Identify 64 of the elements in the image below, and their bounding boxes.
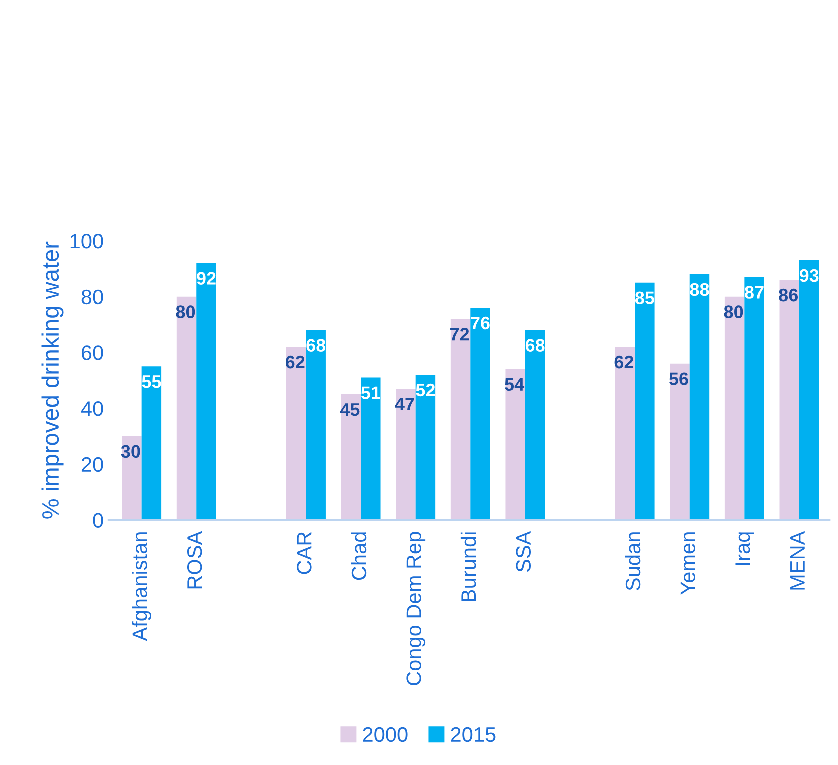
data-label: 30	[121, 445, 140, 458]
bar	[799, 260, 820, 520]
data-label: 80	[724, 306, 744, 318]
bar	[341, 394, 362, 520]
bar	[196, 263, 216, 520]
data-label: 55	[142, 376, 162, 388]
data-label: 88	[690, 283, 710, 296]
bar	[724, 296, 745, 520]
data-label: 52	[416, 384, 436, 397]
y-tick-label: 100	[70, 234, 104, 249]
bar	[142, 366, 162, 520]
bar	[744, 277, 764, 520]
x-tick-label: MENA	[790, 531, 805, 590]
data-label: 56	[670, 372, 688, 386]
data-label: 87	[745, 286, 764, 299]
x-tick-label: ROSA	[187, 531, 202, 589]
data-label: 85	[635, 292, 654, 304]
data-label: 68	[526, 339, 545, 352]
data-label: 45	[340, 404, 360, 416]
x-tick-label: Iraq	[736, 532, 754, 566]
bar	[306, 330, 326, 520]
y-axis-title: % improved drinking water	[42, 242, 64, 519]
data-label: 86	[779, 288, 798, 302]
x-tick-label: Chad	[351, 532, 367, 580]
bar	[396, 388, 416, 520]
data-label: 93	[800, 269, 819, 282]
data-label: 47	[395, 398, 414, 410]
x-tick-label: Sudan	[625, 532, 641, 591]
y-tick-label: 40	[81, 402, 104, 416]
y-tick-label: 80	[82, 290, 104, 305]
bar	[416, 375, 436, 520]
bar	[690, 274, 710, 520]
bar	[506, 369, 526, 520]
data-label: 54	[505, 378, 525, 392]
data-label: 92	[197, 272, 216, 285]
bar	[450, 319, 471, 520]
bar	[176, 296, 197, 520]
y-tick-label: 60	[82, 346, 104, 360]
data-label: 80	[176, 306, 196, 318]
data-label: 51	[361, 386, 380, 400]
bar	[525, 330, 546, 520]
legend-label: 2015	[451, 727, 496, 742]
bar	[780, 280, 800, 520]
data-label: 62	[614, 356, 634, 369]
x-tick-label: Yemen	[680, 532, 696, 595]
bar	[615, 347, 636, 520]
y-tick-label: 0	[93, 513, 104, 528]
bar	[635, 282, 655, 520]
y-tick-label: 20	[82, 457, 104, 472]
bar	[470, 308, 490, 520]
x-tick-label: SSA	[516, 531, 532, 572]
bar	[361, 378, 381, 520]
x-tick-label: CAR	[297, 532, 312, 574]
x-tick-label: Burundi	[460, 532, 476, 602]
x-tick-label: Afghanistan	[132, 532, 152, 642]
data-label: 72	[450, 328, 470, 341]
data-label: 68	[306, 339, 326, 352]
data-label: 76	[471, 316, 490, 330]
x-tick-label: Congo Dem Rep	[406, 532, 426, 686]
bar	[670, 364, 690, 520]
data-label: 62	[286, 356, 305, 369]
bar	[286, 347, 306, 520]
bar	[122, 436, 142, 520]
legend-label: 2000	[363, 727, 408, 742]
